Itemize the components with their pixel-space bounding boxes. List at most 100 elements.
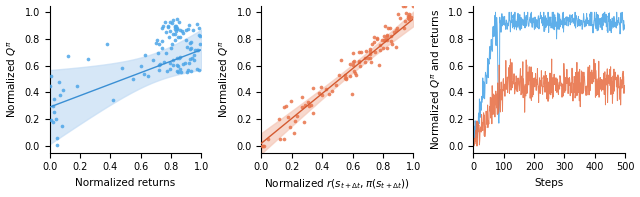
Point [47, 120, 58, 123]
Point [362, 57, 372, 60]
Point [189, 48, 200, 51]
Point [383, 27, 393, 30]
Point [168, 64, 178, 67]
Point [172, 24, 182, 27]
Point [348, 63, 358, 67]
Point [164, 36, 174, 39]
Point [195, 35, 205, 38]
Point [303, 101, 314, 104]
Point [175, 56, 185, 59]
Point [398, 4, 408, 7]
Point [51, 118, 61, 121]
Point [279, 106, 289, 109]
Point [377, 38, 387, 42]
Point [189, 53, 200, 56]
Point [331, 84, 341, 87]
Point [49, 111, 60, 114]
Point [172, 69, 182, 72]
Point [128, 77, 138, 81]
Point [54, 80, 64, 83]
Point [161, 52, 171, 55]
Point [381, 34, 392, 37]
Point [194, 33, 204, 37]
Point [170, 28, 180, 31]
Point [168, 59, 178, 62]
Point [172, 56, 182, 59]
Point [308, 86, 319, 90]
Point [308, 111, 319, 114]
Point [136, 64, 146, 67]
Point [186, 46, 196, 49]
Point [153, 51, 163, 55]
Point [194, 27, 204, 30]
Point [281, 105, 291, 108]
Point [63, 55, 73, 58]
Point [389, 30, 399, 33]
Point [154, 69, 164, 72]
Point [365, 52, 375, 56]
Point [321, 88, 331, 91]
Point [345, 62, 355, 65]
Point [367, 43, 378, 46]
Point [354, 59, 364, 63]
Point [83, 58, 93, 61]
Point [259, 144, 269, 148]
Point [184, 47, 195, 50]
Point [175, 68, 185, 71]
Point [283, 115, 293, 118]
Point [317, 93, 327, 96]
Point [365, 49, 375, 52]
Point [172, 27, 182, 30]
Point [289, 132, 299, 135]
Point [173, 56, 184, 59]
Point [55, 94, 65, 97]
Point [168, 19, 178, 22]
Point [161, 30, 172, 33]
Point [340, 76, 350, 80]
Point [140, 53, 150, 57]
Point [170, 24, 180, 27]
Point [164, 30, 175, 33]
Point [49, 98, 60, 101]
Y-axis label: Normalized $Q^\pi$ and returns: Normalized $Q^\pi$ and returns [429, 8, 443, 150]
Point [360, 60, 371, 63]
Point [143, 75, 154, 78]
Point [346, 93, 356, 96]
Point [365, 56, 375, 59]
Point [406, 15, 417, 18]
Point [178, 63, 188, 66]
Point [56, 124, 67, 127]
Point [257, 144, 267, 148]
Point [340, 73, 350, 77]
Point [165, 67, 175, 71]
Point [392, 27, 403, 30]
Point [401, 12, 412, 15]
Point [349, 70, 359, 73]
Point [52, 136, 62, 139]
Point [173, 70, 183, 73]
Point [408, 4, 418, 7]
Point [336, 58, 346, 61]
Point [297, 95, 307, 98]
Point [381, 33, 392, 37]
Point [173, 21, 184, 24]
Point [348, 61, 358, 64]
Point [381, 37, 391, 40]
Point [399, 27, 409, 30]
Point [172, 18, 182, 21]
Point [148, 59, 158, 62]
Point [159, 60, 169, 63]
Point [296, 106, 307, 109]
Point [170, 26, 180, 29]
Point [175, 35, 185, 38]
Point [165, 20, 175, 24]
Point [396, 17, 406, 20]
Point [334, 74, 344, 77]
Point [348, 51, 358, 54]
Point [344, 74, 355, 77]
Point [340, 77, 351, 80]
Y-axis label: Normalized $Q^\pi$: Normalized $Q^\pi$ [218, 40, 231, 118]
Point [369, 35, 379, 38]
Point [182, 28, 193, 31]
Point [183, 69, 193, 72]
